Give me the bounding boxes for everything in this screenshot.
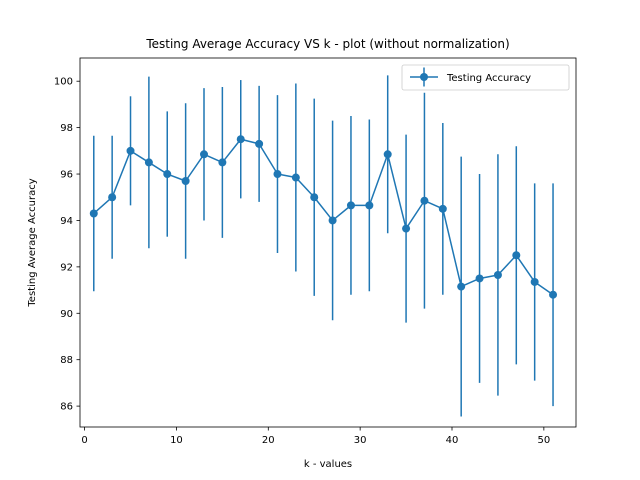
data-point [273, 170, 282, 179]
data-point [108, 193, 117, 202]
data-point [530, 277, 539, 286]
axes-frame [79, 57, 577, 428]
x-tick-label: 10 [170, 435, 183, 446]
x-axis-label: k - values [304, 459, 352, 470]
y-tick-label: 92 [60, 262, 73, 273]
data-point [346, 201, 355, 210]
data-point [402, 224, 411, 233]
data-point [420, 196, 429, 205]
y-tick-label: 94 [60, 216, 73, 227]
x-axis: 0 10 20 30 40 50 [81, 427, 550, 446]
legend: Testing Accuracy [401, 64, 570, 91]
y-tick-label: 88 [60, 355, 73, 366]
y-axis-label: Testing Average Accuracy [27, 178, 38, 307]
data-point [126, 146, 135, 155]
x-tick-label: 20 [262, 435, 275, 446]
x-tick-label: 0 [81, 435, 87, 446]
chart-title: Testing Average Accuracy VS k - plot (wi… [145, 37, 509, 51]
y-tick-label: 98 [60, 123, 73, 134]
data-point [89, 209, 98, 218]
data-point [181, 177, 190, 185]
series-line [93, 138, 554, 296]
y-tick-label: 90 [60, 309, 73, 320]
x-tick-label: 50 [537, 435, 550, 446]
data-point [365, 201, 374, 210]
data-point [383, 150, 392, 159]
data-point [218, 158, 227, 167]
y-tick-label: 86 [60, 402, 73, 413]
plot-area [89, 75, 558, 417]
data-point [438, 204, 447, 213]
data-point [457, 282, 466, 291]
data-point [328, 216, 337, 225]
data-point [255, 139, 264, 148]
y-axis: 86 88 90 92 94 96 98 100 [54, 77, 80, 413]
data-point [144, 158, 153, 167]
legend-label: Testing Accuracy [446, 73, 531, 84]
x-tick-label: 30 [354, 435, 367, 446]
data-point [512, 251, 521, 260]
legend-box [401, 64, 570, 91]
data-point [310, 193, 319, 202]
data-point [291, 173, 300, 182]
data-point [549, 290, 558, 299]
y-tick-label: 100 [54, 77, 73, 88]
legend-marker-swatch [420, 73, 428, 81]
data-point [200, 150, 208, 159]
data-point [493, 270, 502, 279]
data-point [163, 170, 172, 179]
y-tick-label: 96 [60, 170, 73, 181]
data-point [475, 274, 484, 283]
data-point [236, 135, 245, 144]
x-tick-label: 40 [446, 435, 459, 446]
